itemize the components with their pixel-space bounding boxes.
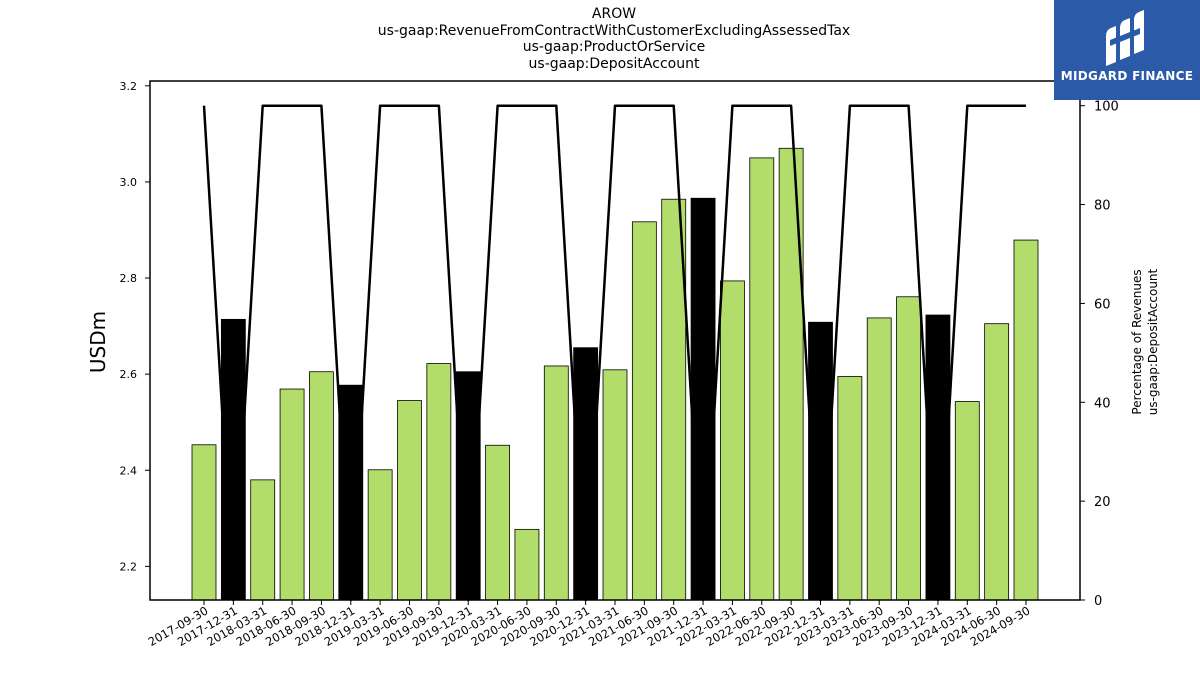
bar-2024-09-30: [1013, 239, 1039, 601]
y2-axis-label-line-1: Percentage of Revenues: [1130, 269, 1144, 414]
bar-2021-12-31: [690, 197, 716, 601]
bar-2022-03-31: [720, 280, 745, 601]
bar-2023-06-30: [866, 317, 892, 601]
y-tick-label-3: 2.8: [120, 272, 138, 285]
bar-2022-09-30: [778, 147, 804, 601]
y-tick-label-0: 2.2: [120, 560, 138, 573]
chart-title-line-3: us-gaap:ProductOrService: [522, 39, 706, 55]
bar-2024-03-31: [954, 401, 980, 601]
y2-tick-label-5: 100: [1094, 100, 1119, 115]
logo-mark-icon: [1106, 10, 1144, 66]
bar-2023-03-31: [837, 376, 863, 601]
logo-text: MIDGARD FINANCE: [1060, 69, 1194, 83]
bar-2020-03-31: [485, 444, 510, 601]
y2-tick-label-2: 40: [1094, 396, 1111, 411]
chart-title-line-2: us-gaap:RevenueFromContractWithCustomerE…: [377, 23, 851, 39]
bar-2020-09-30: [543, 365, 569, 601]
y2-tick-label-0: 0: [1094, 594, 1102, 609]
y-axis-label: USDm: [86, 311, 110, 373]
bars-group: [191, 147, 1039, 601]
y2-axis-label-line-2: us-gaap:DepositAccount: [1146, 268, 1160, 415]
percentage-line-group: [202, 104, 1026, 602]
bar-2019-09-30: [426, 363, 452, 601]
percentage-series-line: [202, 104, 1026, 602]
bar-2018-06-30: [279, 388, 305, 601]
midgard-finance-logo: MIDGARD FINANCE: [1054, 0, 1200, 100]
bar-2019-03-31: [367, 469, 393, 601]
bar-2020-06-30: [514, 528, 540, 601]
y-tick-label-1: 2.4: [120, 464, 138, 477]
bar-2018-09-30: [309, 371, 334, 601]
y2-tick-label-1: 20: [1094, 495, 1111, 510]
y2-tick-label-3: 60: [1094, 297, 1111, 312]
y-tick-label-5: 3.2: [120, 80, 138, 93]
bar-2021-09-30: [661, 198, 687, 601]
bar-2024-06-30: [984, 323, 1010, 601]
bar-2019-06-30: [397, 400, 422, 601]
y-tick-label-4: 3.0: [120, 176, 138, 189]
bar-2018-03-31: [250, 479, 276, 601]
bar-2021-06-30: [631, 221, 657, 601]
bar-2019-12-31: [455, 371, 481, 601]
bar-2022-06-30: [749, 157, 775, 601]
bar-2017-09-30: [191, 444, 217, 601]
y2-tick-label-4: 80: [1094, 199, 1111, 214]
chart-title-line-4: us-gaap:DepositAccount: [528, 56, 700, 72]
y-tick-label-2: 2.6: [120, 368, 138, 381]
bar-2018-12-31: [338, 384, 364, 601]
bar-2023-09-30: [896, 296, 921, 601]
chart-title-line-1: AROW: [591, 6, 637, 22]
bar-2021-03-31: [602, 369, 628, 601]
